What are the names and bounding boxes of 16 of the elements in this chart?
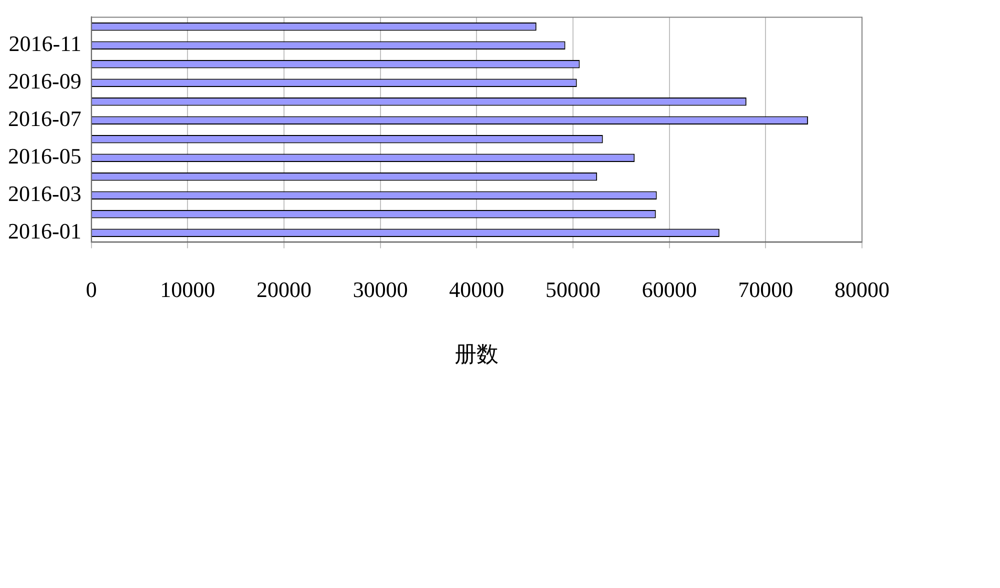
x-tick-label: 0 [86,277,97,302]
y-tick-label: 2016-09 [8,68,82,94]
y-tick-label: 2016-11 [8,31,82,56]
y-tick-label: 2016-07 [8,106,82,132]
x-tick-label: 10000 [160,277,216,302]
x-tick-label: 60000 [642,277,697,302]
x-axis-title: 册数 [454,342,499,367]
x-tick-label: 70000 [738,277,794,302]
x-tick-label: 50000 [545,277,600,302]
x-tick-label: 20000 [256,277,312,302]
y-tick-label: 2016-05 [8,144,82,169]
y-tick-label: 2016-03 [8,181,82,206]
x-tick-label: 40000 [449,277,504,302]
x-tick-label: 30000 [352,277,408,302]
x-tick-label: 80000 [834,277,890,302]
y-tick-label: 2016-01 [8,218,82,244]
